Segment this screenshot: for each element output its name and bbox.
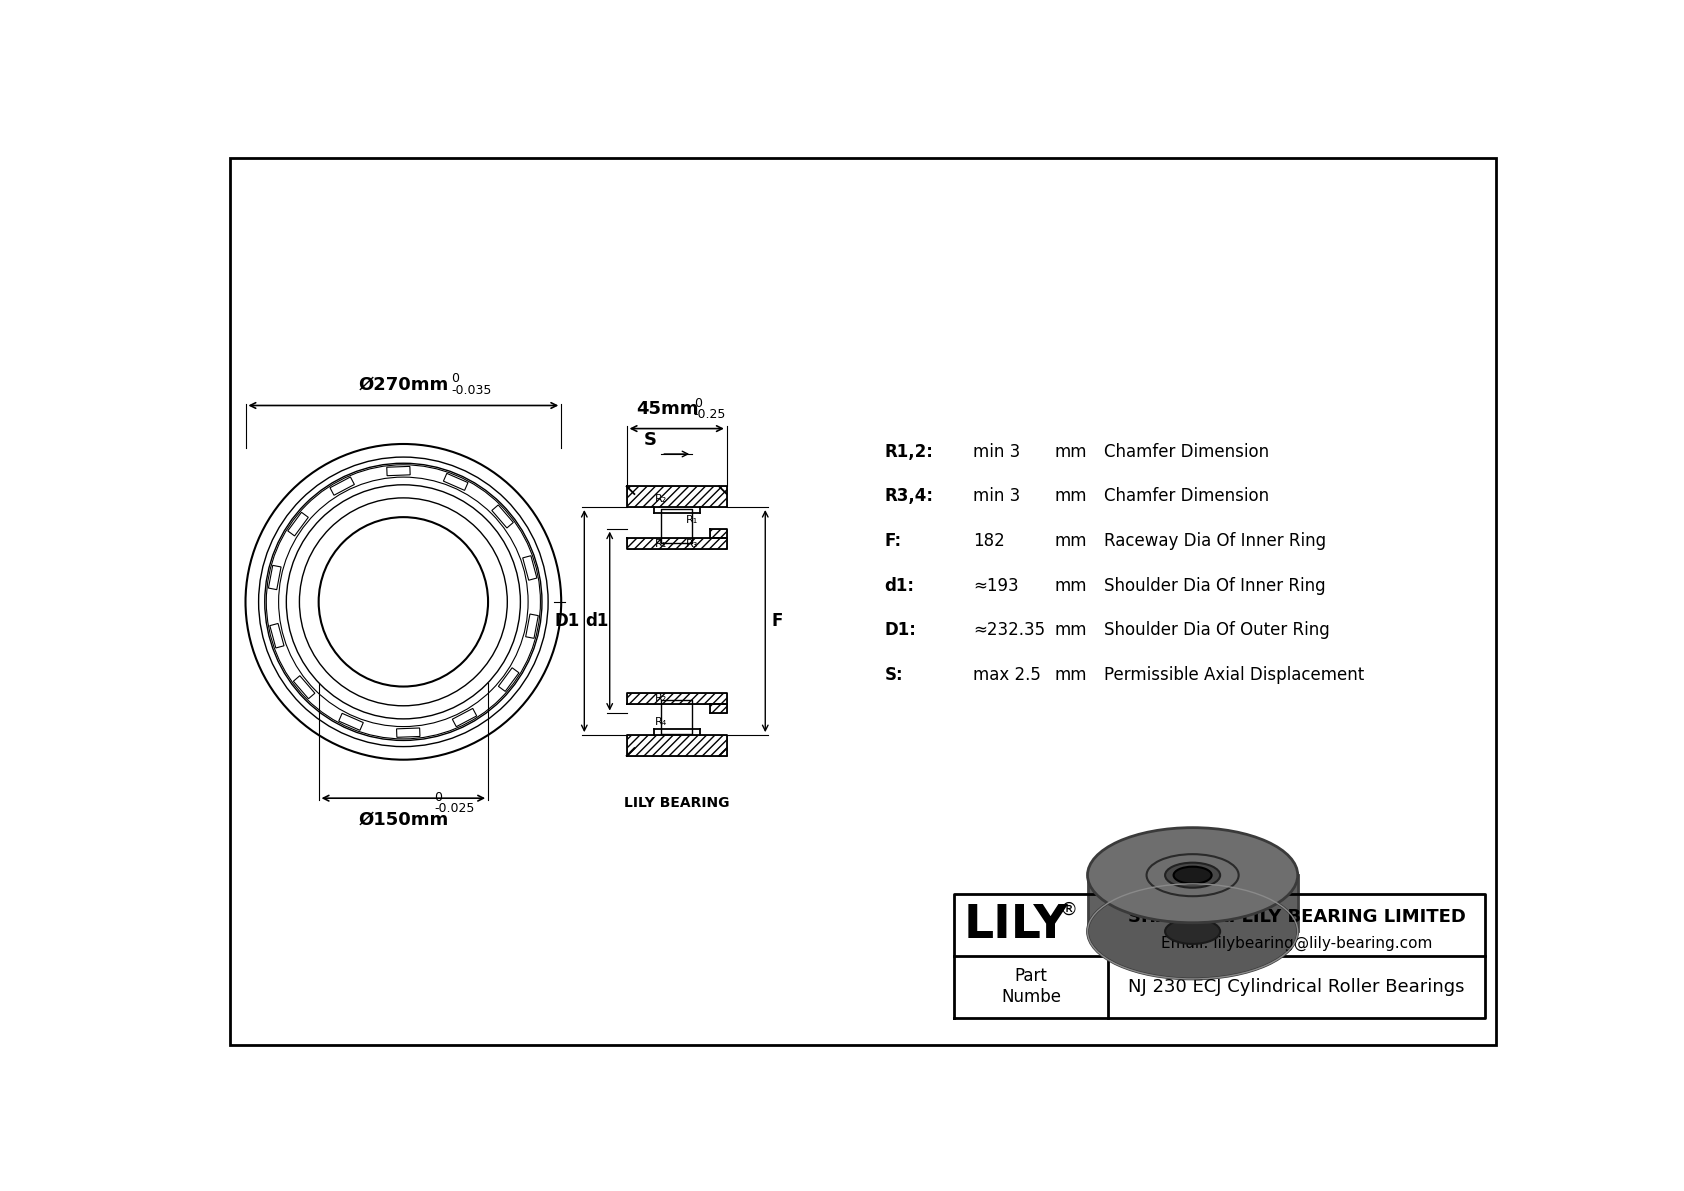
Text: R1,2:: R1,2: — [884, 443, 933, 461]
Text: mm: mm — [1054, 487, 1086, 505]
Text: d1:: d1: — [884, 576, 914, 594]
Text: mm: mm — [1054, 443, 1086, 461]
Text: mm: mm — [1054, 622, 1086, 640]
Text: Ø150mm: Ø150mm — [359, 811, 448, 829]
Text: R3,4:: R3,4: — [884, 487, 933, 505]
Text: LILY BEARING: LILY BEARING — [625, 796, 729, 810]
Text: R₃: R₃ — [685, 540, 699, 549]
Text: -0.025: -0.025 — [434, 802, 475, 815]
Text: ≈232.35: ≈232.35 — [973, 622, 1046, 640]
Text: ≈193: ≈193 — [973, 576, 1019, 594]
Bar — [626, 486, 727, 507]
Polygon shape — [1088, 875, 1298, 931]
Ellipse shape — [1165, 862, 1221, 887]
Text: Shoulder Dia Of Outer Ring: Shoulder Dia Of Outer Ring — [1105, 622, 1330, 640]
Text: R₁: R₁ — [685, 515, 699, 525]
Text: D1: D1 — [554, 612, 579, 630]
Bar — [711, 529, 727, 538]
Text: Ø270mm: Ø270mm — [359, 375, 448, 393]
Text: SHANGHAI LILY BEARING LIMITED: SHANGHAI LILY BEARING LIMITED — [1128, 908, 1465, 925]
Text: Chamfer Dimension: Chamfer Dimension — [1105, 443, 1270, 461]
Text: d1: d1 — [584, 612, 608, 630]
Text: 0: 0 — [694, 397, 702, 410]
Text: F: F — [771, 612, 783, 630]
Text: NJ 230 ECJ Cylindrical Roller Bearings: NJ 230 ECJ Cylindrical Roller Bearings — [1128, 978, 1465, 996]
Text: mm: mm — [1054, 666, 1086, 684]
Text: R₂: R₂ — [655, 693, 667, 703]
Bar — [626, 693, 727, 704]
Text: 0: 0 — [451, 373, 460, 386]
Text: ®: ® — [1059, 900, 1078, 918]
Text: min 3: min 3 — [973, 443, 1021, 461]
Text: 0: 0 — [434, 791, 443, 804]
Text: Part
Numbe: Part Numbe — [1000, 967, 1061, 1006]
Ellipse shape — [1174, 867, 1211, 884]
Text: Permissible Axial Displacement: Permissible Axial Displacement — [1105, 666, 1364, 684]
Text: -0.035: -0.035 — [451, 384, 492, 397]
Text: mm: mm — [1054, 532, 1086, 550]
Ellipse shape — [1088, 884, 1298, 979]
Text: S:: S: — [884, 666, 903, 684]
Text: 182: 182 — [973, 532, 1005, 550]
Text: S: S — [643, 431, 657, 449]
Text: 45mm: 45mm — [637, 400, 699, 418]
Text: R₂: R₂ — [655, 494, 667, 504]
Ellipse shape — [1088, 828, 1298, 923]
Text: D1:: D1: — [884, 622, 916, 640]
Text: F:: F: — [884, 532, 901, 550]
Text: R₄: R₄ — [655, 717, 667, 728]
Text: max 2.5: max 2.5 — [973, 666, 1041, 684]
Text: -0.25: -0.25 — [694, 407, 726, 420]
Text: R₁: R₁ — [655, 540, 667, 549]
Text: LILY: LILY — [963, 903, 1068, 948]
Bar — [711, 704, 727, 713]
Text: mm: mm — [1054, 576, 1086, 594]
Text: Raceway Dia Of Inner Ring: Raceway Dia Of Inner Ring — [1105, 532, 1327, 550]
Text: Shoulder Dia Of Inner Ring: Shoulder Dia Of Inner Ring — [1105, 576, 1325, 594]
Ellipse shape — [1165, 919, 1221, 944]
Bar — [626, 538, 727, 549]
Text: Chamfer Dimension: Chamfer Dimension — [1105, 487, 1270, 505]
Bar — [626, 735, 727, 756]
Text: min 3: min 3 — [973, 487, 1021, 505]
Text: Email: lilybearing@lily-bearing.com: Email: lilybearing@lily-bearing.com — [1160, 936, 1433, 952]
